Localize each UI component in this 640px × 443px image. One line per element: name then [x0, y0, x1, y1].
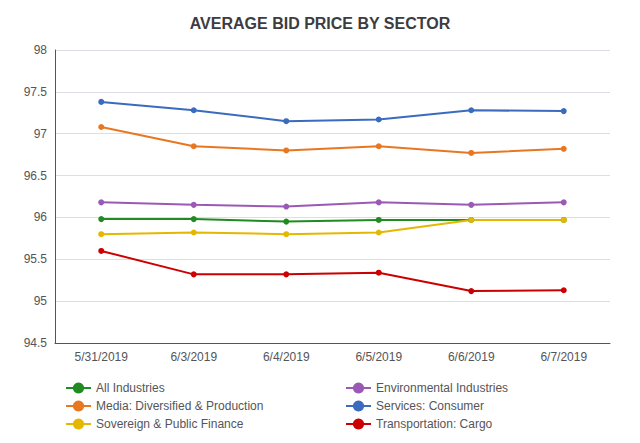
svg-text:Transportation: Cargo: Transportation: Cargo	[376, 417, 493, 431]
svg-text:6/4/2019: 6/4/2019	[263, 350, 310, 364]
svg-text:95.5: 95.5	[24, 252, 48, 266]
svg-text:All Industries: All Industries	[96, 381, 165, 395]
svg-text:95: 95	[34, 294, 48, 308]
svg-text:Environmental Industries: Environmental Industries	[376, 381, 508, 395]
svg-text:96: 96	[34, 210, 48, 224]
svg-text:97.5: 97.5	[24, 85, 48, 99]
svg-text:AVERAGE BID PRICE BY SECTOR: AVERAGE BID PRICE BY SECTOR	[190, 15, 451, 32]
svg-text:6/5/2019: 6/5/2019	[355, 350, 402, 364]
svg-text:Media: Diversified & Productio: Media: Diversified & Production	[96, 399, 263, 413]
svg-text:6/3/2019: 6/3/2019	[170, 350, 217, 364]
svg-text:96.5: 96.5	[24, 169, 48, 183]
svg-text:6/6/2019: 6/6/2019	[448, 350, 495, 364]
svg-text:Sovereign & Public Finance: Sovereign & Public Finance	[96, 417, 244, 431]
svg-text:Services: Consumer: Services: Consumer	[376, 399, 484, 413]
svg-text:6/7/2019: 6/7/2019	[540, 350, 587, 364]
svg-text:97: 97	[34, 127, 48, 141]
svg-text:98: 98	[34, 43, 48, 57]
svg-text:94.5: 94.5	[24, 336, 48, 350]
svg-text:5/31/2019: 5/31/2019	[75, 350, 129, 364]
